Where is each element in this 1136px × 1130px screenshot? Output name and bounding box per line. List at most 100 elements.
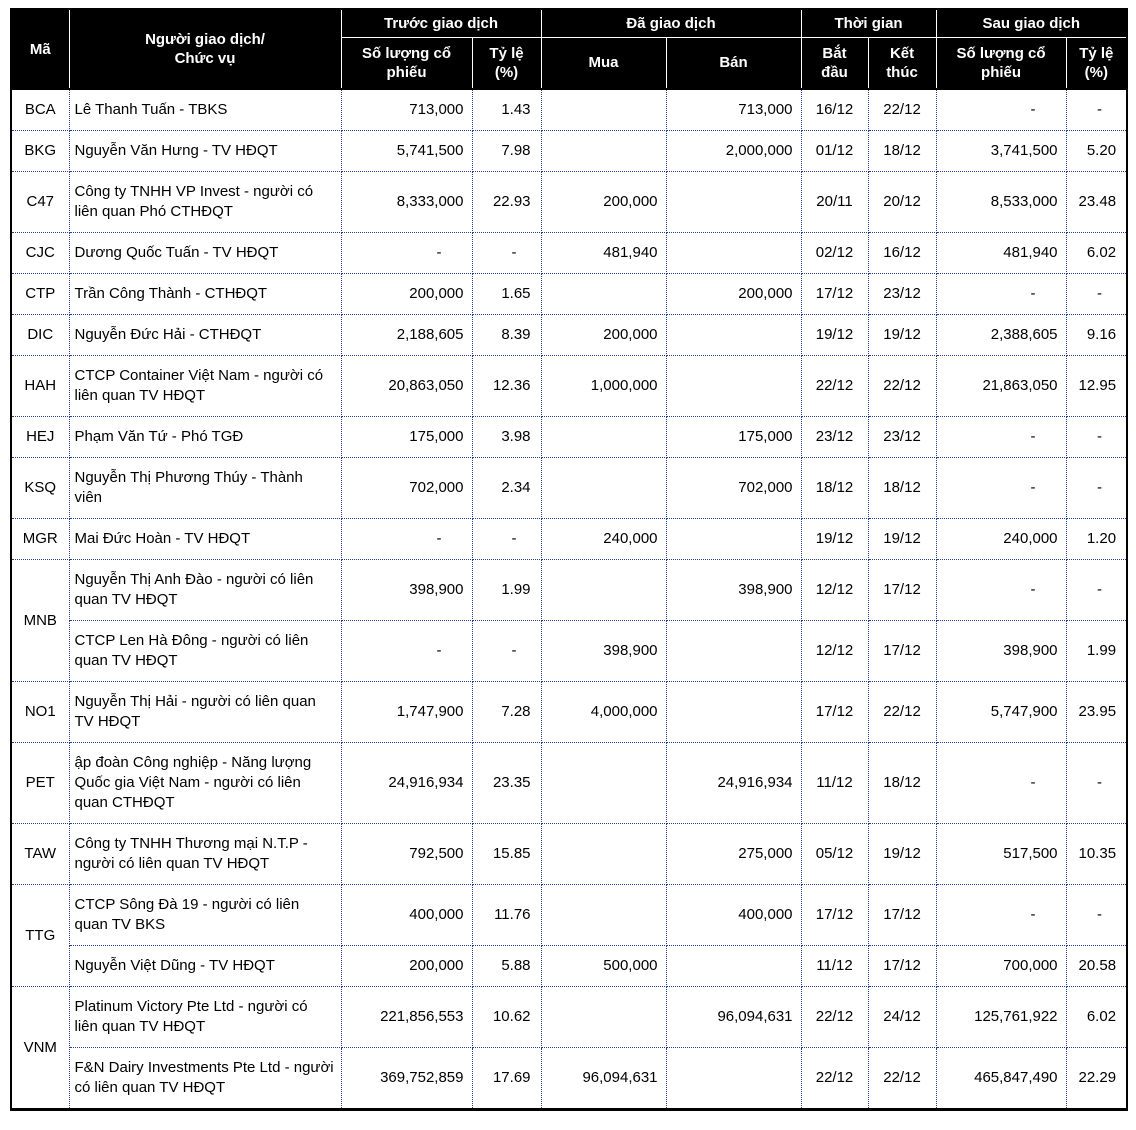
cell-start: 05/12 [800, 823, 869, 885]
cell-person: Platinum Victory Pte Ltd - người có liên… [68, 986, 342, 1048]
cell-after-pct: - [1065, 559, 1128, 621]
cell-before-qty: - [340, 620, 473, 682]
cell-start: 17/12 [800, 884, 869, 946]
cell-buy [540, 130, 667, 172]
col-header-after-pct: Tỷ lệ (%) [1065, 36, 1128, 90]
cell-start: 19/12 [800, 518, 869, 560]
cell-after-pct: 1.99 [1065, 620, 1128, 682]
cell-sell: 275,000 [665, 823, 802, 885]
cell-end: 22/12 [867, 355, 937, 417]
cell-person: Lê Thanh Tuấn - TBKS [68, 88, 342, 131]
cell-start: 11/12 [800, 945, 869, 987]
cell-before-pct: 11.76 [471, 884, 542, 946]
cell-sell [665, 232, 802, 274]
cell-person: Nguyễn Thị Anh Đào - người có liên quan … [68, 559, 342, 621]
cell-after-qty: - [935, 416, 1067, 458]
cell-after-qty: 8,533,000 [935, 171, 1067, 233]
cell-before-pct: 3.98 [471, 416, 542, 458]
cell-buy: 4,000,000 [540, 681, 667, 743]
cell-after-qty: 465,847,490 [935, 1047, 1067, 1110]
cell-before-qty: 20,863,050 [340, 355, 473, 417]
ticker-code-cell: MGR [10, 518, 70, 560]
cell-end: 22/12 [867, 1047, 937, 1110]
cell-sell [665, 1047, 802, 1110]
cell-person: Dương Quốc Tuấn - TV HĐQT [68, 232, 342, 274]
col-header-person: Người giao dịch/ Chức vụ [68, 8, 342, 90]
cell-after-qty: - [935, 457, 1067, 519]
cell-start: 23/12 [800, 416, 869, 458]
cell-buy [540, 559, 667, 621]
cell-buy [540, 884, 667, 946]
cell-before-pct: 1.99 [471, 559, 542, 621]
group-header-time: Thời gian [800, 8, 937, 38]
cell-after-pct: 6.02 [1065, 232, 1128, 274]
table-row: TAW Công ty TNHH Thương mại N.T.P - người… [10, 823, 1128, 885]
table-header: Mã Người giao dịch/ Chức vụ Trước giao d… [10, 8, 1128, 90]
cell-person: Công ty TNHH VP Invest - người có liên q… [68, 171, 342, 233]
cell-buy: 398,900 [540, 620, 667, 682]
cell-end: 17/12 [867, 620, 937, 682]
ticker-code-cell: HEJ [10, 416, 70, 458]
cell-after-qty: - [935, 559, 1067, 621]
cell-start: 17/12 [800, 273, 869, 315]
cell-end: 20/12 [867, 171, 937, 233]
cell-before-pct: - [471, 232, 542, 274]
cell-after-qty: 398,900 [935, 620, 1067, 682]
cell-before-qty: 200,000 [340, 273, 473, 315]
cell-before-qty: 200,000 [340, 945, 473, 987]
ticker-code-cell: NO1 [10, 681, 70, 743]
cell-after-pct: 23.95 [1065, 681, 1128, 743]
cell-sell [665, 171, 802, 233]
cell-end: 18/12 [867, 457, 937, 519]
cell-before-pct: 12.36 [471, 355, 542, 417]
col-header-after-qty: Số lượng cổ phiếu [935, 36, 1067, 90]
cell-buy: 96,094,631 [540, 1047, 667, 1110]
cell-after-pct: - [1065, 416, 1128, 458]
cell-before-pct: 7.28 [471, 681, 542, 743]
table-row: NO1 Nguyễn Thị Hải - người có liên quan T… [10, 681, 1128, 743]
cell-after-pct: 23.48 [1065, 171, 1128, 233]
cell-end: 23/12 [867, 416, 937, 458]
cell-sell [665, 945, 802, 987]
cell-before-pct: 22.93 [471, 171, 542, 233]
table-row: BCA Lê Thanh Tuấn - TBKS 713,000 1.43 713,00… [10, 88, 1128, 131]
cell-before-qty: 5,741,500 [340, 130, 473, 172]
cell-end: 17/12 [867, 559, 937, 621]
cell-before-pct: 23.35 [471, 742, 542, 824]
cell-buy [540, 986, 667, 1048]
cell-sell: 200,000 [665, 273, 802, 315]
cell-start: 18/12 [800, 457, 869, 519]
cell-before-qty: 400,000 [340, 884, 473, 946]
cell-end: 22/12 [867, 681, 937, 743]
cell-sell: 398,900 [665, 559, 802, 621]
cell-start: 19/12 [800, 314, 869, 356]
ticker-code-cell: DIC [10, 314, 70, 356]
col-header-end: Kết thúc [867, 36, 937, 90]
cell-after-qty: 125,761,922 [935, 986, 1067, 1048]
cell-start: 11/12 [800, 742, 869, 824]
col-header-code: Mã [10, 8, 70, 90]
cell-after-pct: 22.29 [1065, 1047, 1128, 1110]
cell-person: Trần Công Thành - CTHĐQT [68, 273, 342, 315]
ticker-code-cell: MNB [10, 559, 70, 682]
header-group-row: Mã Người giao dịch/ Chức vụ Trước giao d… [10, 8, 1128, 90]
cell-before-qty: 369,752,859 [340, 1047, 473, 1110]
cell-sell [665, 620, 802, 682]
cell-end: 16/12 [867, 232, 937, 274]
table-row: PET ập đoàn Công nghiệp - Năng lượng Quốc… [10, 742, 1128, 824]
table-row: Nguyễn Việt Dũng - TV HĐQT 200,000 5.88 500… [11, 945, 1128, 987]
cell-after-qty: 240,000 [935, 518, 1067, 560]
cell-before-pct: 17.69 [471, 1047, 542, 1110]
cell-start: 12/12 [800, 620, 869, 682]
col-header-buy: Mua [540, 36, 667, 90]
table-row: HAH CTCP Container Việt Nam - người có li… [10, 355, 1128, 417]
group-header-transacted: Đã giao dịch [540, 8, 802, 38]
cell-before-pct: - [471, 518, 542, 560]
cell-after-qty: 2,388,605 [935, 314, 1067, 356]
cell-person: ập đoàn Công nghiệp - Năng lượng Quốc gi… [68, 742, 342, 824]
cell-before-pct: 1.43 [471, 88, 542, 131]
cell-after-pct: - [1065, 273, 1128, 315]
cell-before-pct: - [471, 620, 542, 682]
col-header-start: Bắt đầu [800, 36, 869, 90]
table-row: BKG Nguyễn Văn Hưng - TV HĐQT 5,741,500 7.9… [10, 130, 1128, 172]
